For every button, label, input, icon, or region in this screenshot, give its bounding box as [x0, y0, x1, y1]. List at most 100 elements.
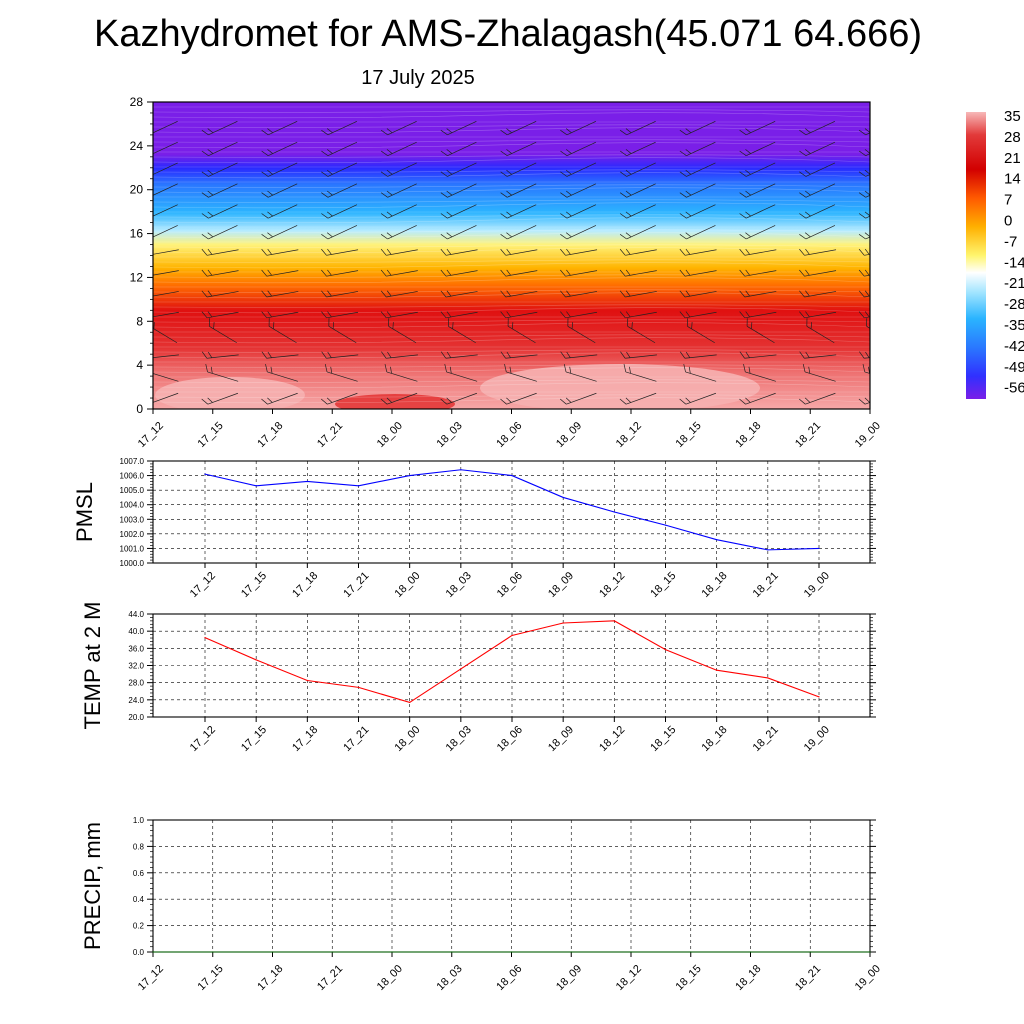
x-tick-label: 18_15	[674, 963, 704, 993]
wind-barb	[440, 290, 478, 298]
wind-barb	[619, 392, 657, 405]
y-tick-label: 1.0	[133, 816, 145, 825]
wind-barb	[261, 141, 298, 156]
contour-line	[153, 127, 870, 134]
series-point	[716, 539, 718, 541]
series-point	[357, 485, 360, 487]
wind-barb	[500, 120, 537, 136]
series-point	[331, 951, 333, 953]
series-point	[613, 511, 615, 513]
wind-barb	[619, 183, 656, 198]
wind-barb	[321, 351, 359, 359]
wind-barb	[739, 290, 777, 298]
wind-barb	[858, 225, 870, 240]
wind-barb	[858, 141, 870, 156]
wind-barb	[201, 248, 239, 256]
contour-line	[153, 199, 870, 203]
contour-line	[153, 379, 870, 383]
wind-barb	[261, 290, 299, 298]
x-tick-label: 17_15	[239, 570, 269, 600]
y-tick-label: 1000.0	[120, 559, 145, 568]
y-tick-label: 1001.0	[120, 544, 145, 553]
series-point	[255, 485, 257, 487]
wind-barb	[380, 392, 418, 405]
wind-barb	[739, 248, 777, 256]
series-point	[869, 951, 871, 953]
wind-barb	[679, 311, 717, 319]
series-point	[749, 951, 752, 953]
wind-barb	[619, 311, 657, 319]
x-tick-label: 18_06	[495, 570, 525, 600]
wind-barb	[444, 364, 478, 382]
x-tick-label: 18_09	[554, 420, 584, 450]
colorbar-labels: 35 28 21 14 7 0 -7 -14 -21 -28 -35 -42 -49 -56	[1004, 108, 1024, 397]
wind-barb	[321, 162, 358, 177]
contour-line	[153, 112, 870, 119]
colorbar-label: -7	[1004, 233, 1017, 250]
colorbar-label: -28	[1004, 296, 1024, 313]
wind-barb	[440, 351, 478, 359]
wind-barb	[381, 351, 418, 359]
wind-barb	[500, 290, 538, 298]
y-tick-label: 0.6	[133, 869, 145, 878]
wind-barb	[500, 248, 538, 256]
contour-line	[153, 319, 870, 323]
wind-barb	[440, 311, 478, 319]
heatmap-x-axis: 17_12 17_15 17_18 17_21 18_00 18_03 18_06 18_09…	[136, 409, 883, 450]
x-tick-label: 17_18	[255, 420, 285, 450]
wind-barb	[507, 318, 536, 344]
wind-barb	[261, 162, 298, 177]
x-tick-label: 17_21	[315, 420, 345, 450]
wind-barb	[261, 269, 299, 277]
wind-barb	[261, 225, 298, 240]
heatmap-y-axis: 0 4 8 12 16 20 24 28	[130, 95, 153, 416]
series-point	[562, 496, 564, 499]
series-point	[460, 668, 462, 670]
contour-line	[153, 184, 870, 188]
wind-barb	[500, 162, 537, 177]
wind-barb	[201, 311, 239, 319]
wind-barb	[799, 162, 836, 177]
wind-barb	[799, 248, 837, 256]
wind-barb	[799, 225, 836, 240]
wind-barb	[380, 311, 418, 319]
colorbar-label: 21	[1004, 150, 1021, 167]
wind-barb	[388, 318, 417, 344]
wind-barb	[739, 120, 776, 136]
wind-barb	[201, 351, 239, 359]
wind-barb	[201, 269, 239, 277]
x-tick-label: 18_12	[597, 570, 627, 600]
wind-barb	[261, 248, 299, 256]
x-tick-label: 18_09	[546, 724, 576, 754]
wind-barb	[500, 204, 537, 219]
wind-barb	[683, 364, 717, 382]
wind-barb	[440, 162, 477, 177]
x-tick-label: 18_12	[614, 420, 644, 450]
wind-barb	[739, 269, 777, 277]
wind-barb	[799, 269, 837, 277]
x-tick-label: 17_21	[315, 963, 345, 993]
colorbar-label: -56	[1004, 380, 1024, 397]
wind-barb	[567, 318, 596, 344]
wind-barb	[739, 311, 777, 319]
wind-barb	[328, 318, 357, 344]
x-tick-label: 17_18	[255, 963, 285, 993]
wind-barb	[679, 225, 716, 240]
contour-line	[153, 139, 870, 143]
series-point	[204, 473, 206, 475]
wind-barb	[500, 311, 538, 319]
wind-barb	[619, 204, 656, 219]
wind-barb	[679, 204, 716, 219]
wind-barb	[560, 183, 597, 198]
wind-barb	[447, 318, 476, 344]
x-tick-label: 18_03	[444, 570, 474, 600]
y-tick-label: 1004.0	[120, 501, 145, 510]
contour-line	[153, 202, 870, 209]
colorbar-label: -35	[1004, 317, 1024, 334]
wind-barb	[802, 364, 836, 382]
series-point	[391, 951, 393, 953]
wind-barb	[153, 322, 178, 344]
wind-barb	[806, 318, 835, 344]
y-tick-label: 36.0	[128, 644, 144, 653]
